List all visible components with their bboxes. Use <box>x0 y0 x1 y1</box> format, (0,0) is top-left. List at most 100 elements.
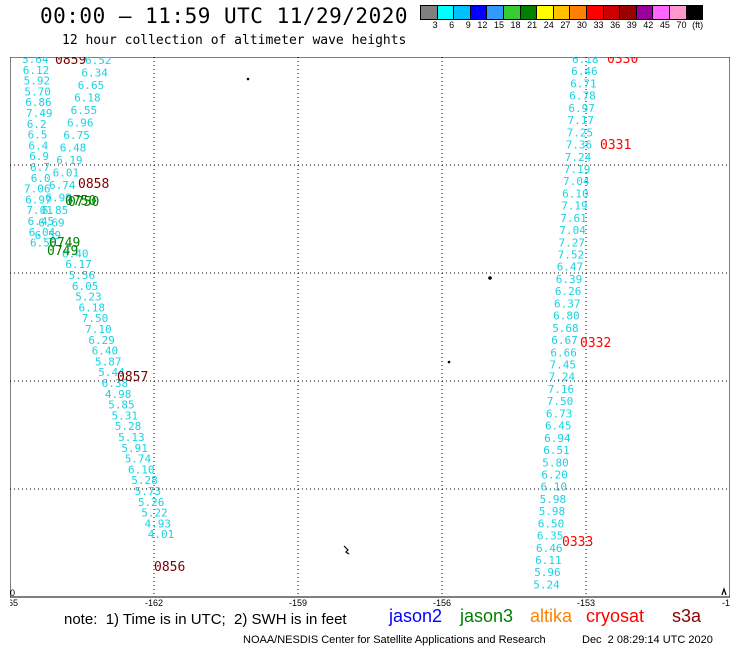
swh-value: 7.49 <box>26 107 53 120</box>
swh-value: 6.97 <box>25 193 52 206</box>
swh-value: 6.46 <box>536 542 563 555</box>
pass-time-label: 0749 <box>49 236 80 251</box>
swh-value: 6.71 <box>570 77 597 90</box>
map-tick-labels: -165-162-159-156-153-1500-2-4-6-8-10 <box>10 160 730 607</box>
swh-value: 5.56 <box>69 269 96 282</box>
island-dot <box>246 77 250 81</box>
swh-value: 6.17 <box>65 258 92 271</box>
swh-value: 5.96 <box>534 566 561 579</box>
swh-value: 5.91 <box>121 442 147 455</box>
swh-value: 6.18 <box>572 57 599 66</box>
scale-swatch <box>552 5 571 20</box>
x-tick-label: -150 <box>722 598 730 607</box>
legend-jason3: jason3 <box>460 606 514 626</box>
swh-value: 7.06 <box>24 183 51 196</box>
scale-label: 42 <box>643 20 654 30</box>
swh-value: 6.52 <box>85 57 112 67</box>
swh-value: 7.16 <box>548 383 575 396</box>
swh-value: 6.48 <box>60 142 87 155</box>
swh-value: 6.34 <box>81 67 108 80</box>
island-dot <box>488 276 492 280</box>
swh-value: 6.05 <box>72 280 99 293</box>
swh-value: 5.24 <box>533 578 560 591</box>
scale-label: 30 <box>576 20 587 30</box>
scale-swatch <box>569 5 587 20</box>
swh-value: 6.97 <box>568 102 595 115</box>
swh-value: 6.75 <box>63 129 90 142</box>
swh-value: 5.98 <box>540 493 567 506</box>
island-outline <box>721 587 727 596</box>
island-dot <box>447 360 451 364</box>
pass-time-label: 0330 <box>607 57 638 67</box>
swh-value: 6.96 <box>67 117 94 130</box>
swh-value: 7.50 <box>82 312 109 325</box>
x-tick-label: -159 <box>289 598 307 607</box>
x-tick-label: -156 <box>433 598 451 607</box>
swh-value: 6.67 <box>551 334 578 347</box>
swh-value: 6.7 <box>30 161 50 174</box>
swh-value: 6.65 <box>78 79 105 92</box>
swh-value: 7.50 <box>547 395 574 408</box>
legend-cryosat: cryosat <box>586 606 645 626</box>
scale-label: 9 <box>465 20 471 30</box>
swh-value: 6.47 <box>557 261 584 274</box>
swh-value: 6.18 <box>79 301 106 314</box>
swh-value: 5.22 <box>141 507 168 520</box>
scale-swatch <box>619 5 637 20</box>
y-tick-label: -10 <box>10 588 15 598</box>
scale-label: 3 <box>432 20 438 30</box>
swh-value: 6.5 <box>28 129 48 142</box>
pass-time-label: 0332 <box>580 336 611 351</box>
swh-value: 6.45 <box>28 215 54 228</box>
color-scale-labels: 3 6 9 12 15 18 21 24 27 30 33 36 39 42 45 70 (ft) <box>421 20 704 30</box>
legend-s3a: s3a <box>672 606 702 626</box>
pass-time-label: 0857 <box>117 370 148 385</box>
swh-value: 6.40 <box>62 247 89 260</box>
swh-value: 6.56 <box>30 237 57 250</box>
swh-value: 6.38 <box>102 377 129 390</box>
page-subtitle: 12 hour collection of altimeter wave hei… <box>62 33 407 48</box>
swh-value: 5.31 <box>112 409 139 422</box>
swh-value: 7.27 <box>559 236 586 249</box>
swh-value: 4.01 <box>148 528 175 541</box>
pass-time-label: 0750 <box>68 195 99 210</box>
scale-label: 45 <box>659 20 670 30</box>
swh-value: 5.26 <box>138 496 165 509</box>
swh-value: 5.64 <box>22 57 49 66</box>
scale-label: 6 <box>449 20 455 30</box>
scale-swatch <box>602 5 621 20</box>
swh-value: 7.19 <box>564 163 591 176</box>
swh-value: 6.26 <box>555 285 582 298</box>
swh-value: 5.73 <box>135 485 162 498</box>
swh-value: 5.70 <box>24 85 51 98</box>
swh-value: 7.10 <box>85 323 112 336</box>
scale-swatch <box>585 5 604 20</box>
swh-value: 6.45 <box>545 420 572 433</box>
island-features <box>246 77 727 596</box>
generated-timestamp: Dec 2 08:29:14 UTC 2020 <box>582 634 713 646</box>
legend-jason2: jason2 <box>389 606 443 626</box>
pass-time-label: 0858 <box>78 177 109 192</box>
swh-value: 6.74 <box>49 179 76 192</box>
swh-value: 5.98 <box>539 505 566 518</box>
swh-value: 7.61 <box>560 212 587 225</box>
swh-value: 5.44 <box>98 366 125 379</box>
swh-value: 5.80 <box>542 456 569 469</box>
swh-value: 4.98 <box>105 388 131 401</box>
swh-value: 6.11 <box>535 554 562 567</box>
island-outline <box>343 545 350 555</box>
swh-value: 6.98 <box>45 192 72 205</box>
swh-value: 5.74 <box>125 453 152 466</box>
swh-value: 6.12 <box>23 64 50 77</box>
scale-swatch <box>668 5 687 20</box>
scale-swatch <box>469 5 488 20</box>
swh-value: 6.10 <box>128 463 155 476</box>
scale-swatch <box>453 5 471 20</box>
pass-time-label: 0856 <box>154 560 185 575</box>
swh-value: 7.36 <box>566 139 593 152</box>
scale-label: 27 <box>560 20 571 30</box>
swh-value: 6.94 <box>544 432 571 445</box>
swh-value: 6.0 <box>31 172 51 185</box>
swh-value: 6.85 <box>42 204 69 217</box>
swh-value: 6.51 <box>543 444 570 457</box>
